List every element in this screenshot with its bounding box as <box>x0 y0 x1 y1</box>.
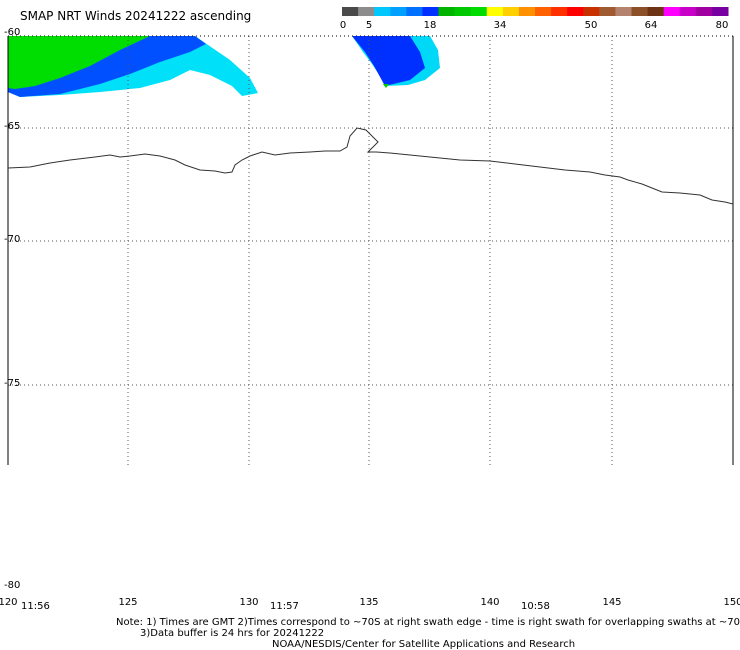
lon-label: 150 <box>723 597 740 608</box>
wind-swath-right <box>352 36 440 88</box>
colorbar-tick: 80 <box>715 20 729 31</box>
lat-label: -75 <box>4 378 21 389</box>
colorbar-tick: 0 <box>339 20 347 31</box>
colorbar-swatch <box>374 7 391 16</box>
lat-label: -65 <box>4 121 21 132</box>
lon-label: 125 <box>118 597 138 608</box>
colorbar-swatch <box>342 7 359 16</box>
colorbar-swatch <box>470 7 488 16</box>
colorbar-tick: 18 <box>423 20 437 31</box>
colorbar-swatch <box>358 7 375 16</box>
colorbar-swatch <box>551 7 568 16</box>
colorbar-swatch <box>454 7 472 16</box>
lat-label: -70 <box>4 234 21 245</box>
lon-label: 135 <box>359 597 379 608</box>
map-frame <box>7 35 734 465</box>
colorbar-swatch <box>599 7 616 16</box>
colorbar-swatch <box>438 7 456 16</box>
lat-label: -60 <box>4 27 21 38</box>
colorbar-swatch <box>583 7 600 16</box>
lon-label: 130 <box>239 597 259 608</box>
lon-label: 120 <box>0 597 18 608</box>
lat-label: -80 <box>4 580 21 591</box>
colorbar-swatch <box>518 7 536 16</box>
colorbar-swatch <box>615 7 632 16</box>
colorbar-tick: 64 <box>644 20 658 31</box>
colorbar-tick-labels: 0 5 18 34 50 64 80 <box>0 20 740 34</box>
chart-title: SMAP NRT Winds 20241222 ascending <box>20 9 252 23</box>
colorbar-swatch <box>647 7 665 16</box>
antarctic-coastline <box>7 127 734 205</box>
colorbar-swatch <box>695 7 713 16</box>
colorbar-swatch <box>502 7 520 16</box>
note-line-1: Note: 1) Times are GMT 2)Times correspon… <box>116 617 740 628</box>
colorbar-swatch <box>679 7 697 16</box>
map-grid <box>8 36 733 465</box>
colorbar-swatch <box>422 7 439 16</box>
note-line-2: 3)Data buffer is 24 hrs for 20241222 <box>140 628 325 639</box>
colorbar-swatch <box>711 7 729 16</box>
colorbar-swatch <box>535 7 552 16</box>
colorbar-swatch <box>390 7 407 16</box>
lon-label: 140 <box>480 597 500 608</box>
wind-speed-colorbar <box>342 7 729 16</box>
colorbar-swatch <box>406 7 423 16</box>
wind-swath-left <box>8 36 258 97</box>
colorbar-swatch <box>663 7 681 16</box>
colorbar-tick: 5 <box>365 20 373 31</box>
colorbar-swatch <box>486 7 504 16</box>
colorbar-tick: 34 <box>493 20 507 31</box>
lon-label: 145 <box>602 597 622 608</box>
swath-time-label: 11:56 <box>21 601 50 612</box>
colorbar-tick: 50 <box>584 20 598 31</box>
swath-time-label: 10:58 <box>521 601 550 612</box>
swath-time-label: 11:57 <box>270 601 299 612</box>
note-line-3: NOAA/NESDIS/Center for Satellite Applica… <box>272 639 576 650</box>
colorbar-swatch <box>631 7 649 16</box>
colorbar-swatch <box>567 7 584 16</box>
